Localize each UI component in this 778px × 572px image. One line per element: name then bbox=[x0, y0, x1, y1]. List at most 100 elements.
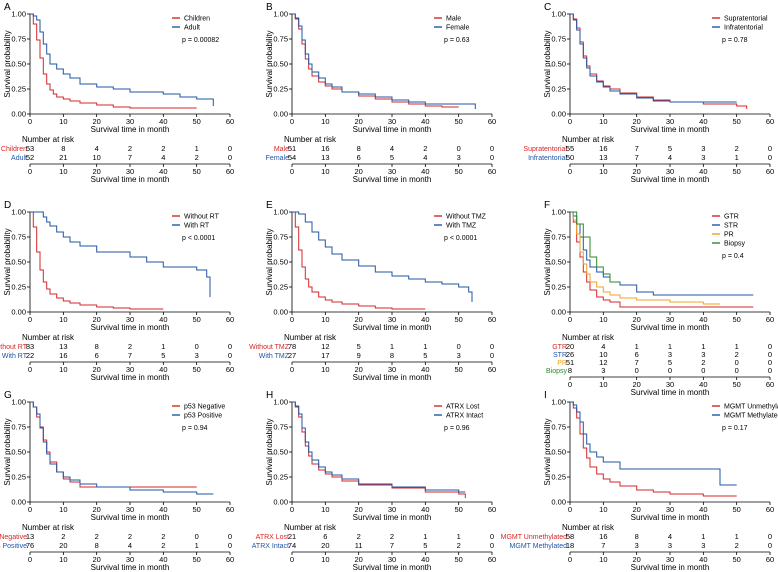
risk-x-tick-label: 50 bbox=[454, 555, 462, 564]
risk-value: 4 bbox=[668, 532, 672, 541]
risk-row-label: Without RT bbox=[0, 344, 28, 351]
x-tick-label: 60 bbox=[488, 315, 496, 324]
risk-value: 8 bbox=[635, 532, 639, 541]
x-tick-label: 20 bbox=[354, 505, 362, 514]
risk-value: 1 bbox=[195, 541, 199, 550]
risk-x-tick-label: 0 bbox=[28, 365, 32, 374]
p-value: p = 0.63 bbox=[444, 37, 470, 44]
risk-value: 3 bbox=[195, 351, 199, 360]
risk-table-title: Number at risk bbox=[562, 333, 615, 342]
risk-value: 16 bbox=[321, 144, 329, 153]
y-tick-label: 0.75 bbox=[551, 35, 566, 44]
risk-value: 5 bbox=[668, 358, 672, 367]
x-tick-label: 60 bbox=[766, 117, 774, 126]
risk-value: 3 bbox=[701, 541, 705, 550]
risk-value: 7 bbox=[601, 541, 605, 550]
x-tick-label: 30 bbox=[388, 315, 396, 324]
x-tick-label: 60 bbox=[488, 117, 496, 126]
x-tick-label: 20 bbox=[354, 117, 362, 126]
risk-value: 0 bbox=[768, 366, 772, 375]
km-curve-biopsy bbox=[570, 211, 620, 283]
y-tick-label: 0.50 bbox=[11, 448, 26, 457]
risk-x-tick-label: 10 bbox=[599, 380, 607, 389]
y-tick-label: 0.00 bbox=[551, 498, 566, 507]
risk-value: 1 bbox=[423, 532, 427, 541]
risk-x-tick-label: 60 bbox=[226, 365, 234, 374]
risk-value: 8 bbox=[357, 144, 361, 153]
risk-value: 1 bbox=[635, 342, 639, 351]
legend-label: GTR bbox=[724, 214, 739, 221]
risk-x-tick-label: 20 bbox=[92, 365, 100, 374]
risk-value: 1 bbox=[390, 342, 394, 351]
risk-value: 3 bbox=[635, 541, 639, 550]
legend-label: Supratentorial bbox=[724, 16, 768, 23]
x-tick-label: 10 bbox=[321, 117, 329, 126]
legend-label: With RT bbox=[184, 223, 210, 230]
risk-x-tick-label: 30 bbox=[666, 380, 674, 389]
risk-x-tick-label: 20 bbox=[632, 167, 640, 176]
risk-value: 2 bbox=[161, 144, 165, 153]
risk-value: 1 bbox=[195, 144, 199, 153]
x-axis-label: Survival time in month bbox=[631, 125, 710, 134]
panel-letter: F bbox=[544, 200, 550, 211]
risk-value: 0 bbox=[768, 153, 772, 162]
risk-value: 0 bbox=[228, 541, 232, 550]
risk-value: 1 bbox=[457, 532, 461, 541]
risk-x-tick-label: 40 bbox=[699, 167, 707, 176]
x-tick-label: 20 bbox=[632, 505, 640, 514]
risk-value: 4 bbox=[161, 153, 165, 162]
x-tick-label: 0 bbox=[290, 315, 294, 324]
panel-letter: G bbox=[4, 390, 12, 401]
risk-row-label: ATRX Intact bbox=[252, 543, 289, 550]
p-value: p = 0.4 bbox=[722, 253, 744, 260]
risk-value: 13 bbox=[59, 342, 67, 351]
km-curve-pr bbox=[570, 211, 720, 305]
risk-x-tick-label: 20 bbox=[92, 555, 100, 564]
risk-value: 1 bbox=[735, 532, 739, 541]
x-tick-label: 50 bbox=[192, 315, 200, 324]
x-tick-label: 0 bbox=[290, 505, 294, 514]
x-tick-label: 0 bbox=[28, 117, 32, 126]
panel-F: F0.000.250.500.751.000 10 20 30 40 50 60Surviv… bbox=[543, 200, 774, 397]
risk-value: 20 bbox=[321, 541, 329, 550]
km-curve-gtr bbox=[570, 211, 754, 308]
y-tick-label: 0.25 bbox=[273, 473, 288, 482]
risk-x-tick-label: 10 bbox=[59, 365, 67, 374]
risk-x-tick-label: 20 bbox=[92, 167, 100, 176]
x-tick-label: 10 bbox=[599, 315, 607, 324]
risk-x-tick-label: 50 bbox=[192, 365, 200, 374]
risk-value: 2 bbox=[423, 144, 427, 153]
risk-value: 1 bbox=[701, 532, 705, 541]
risk-value: 17 bbox=[321, 351, 329, 360]
y-tick-label: 0.50 bbox=[11, 60, 26, 69]
risk-value: 8 bbox=[61, 144, 65, 153]
risk-value: 27 bbox=[288, 351, 296, 360]
risk-table-title: Number at risk bbox=[22, 135, 75, 144]
y-tick-label: 0.75 bbox=[551, 423, 566, 432]
risk-x-tick-label: 10 bbox=[321, 365, 329, 374]
risk-value: 0 bbox=[228, 532, 232, 541]
legend-label: STR bbox=[724, 223, 738, 230]
x-tick-label: 40 bbox=[421, 117, 429, 126]
x-tick-label: 30 bbox=[666, 505, 674, 514]
x-tick-label: 10 bbox=[59, 505, 67, 514]
p-value: p = 0.17 bbox=[722, 425, 748, 432]
risk-value: 0 bbox=[768, 144, 772, 153]
risk-x-tick-label: 40 bbox=[699, 380, 707, 389]
km-curve-with-tmz bbox=[292, 211, 473, 302]
risk-value: 3 bbox=[701, 350, 705, 359]
risk-value: 7 bbox=[635, 144, 639, 153]
x-tick-label: 30 bbox=[666, 315, 674, 324]
risk-row-label: MGMT Unmethylated bbox=[501, 534, 567, 541]
risk-value: 3 bbox=[457, 153, 461, 162]
y-tick-label: 1.00 bbox=[11, 10, 26, 19]
risk-value: 51 bbox=[566, 358, 574, 367]
x-tick-label: 50 bbox=[732, 505, 740, 514]
risk-value: 0 bbox=[768, 541, 772, 550]
risk-value: 2 bbox=[61, 532, 65, 541]
x-axis-label: Survival time in month bbox=[353, 323, 432, 332]
risk-value: 83 bbox=[26, 342, 34, 351]
x-tick-label: 50 bbox=[192, 117, 200, 126]
risk-value: 22 bbox=[26, 351, 34, 360]
